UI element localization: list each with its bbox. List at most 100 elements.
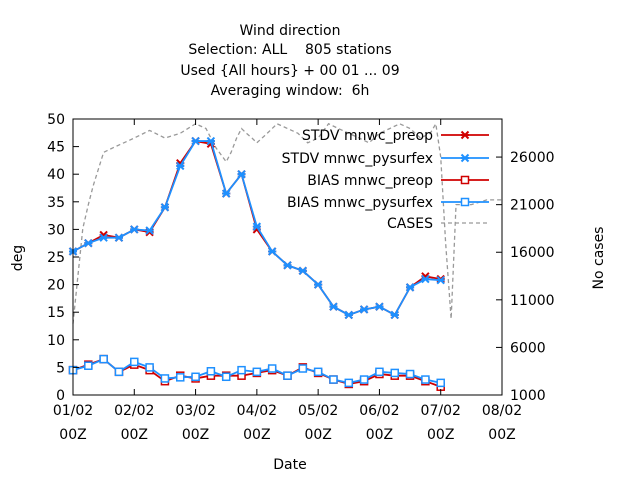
legend: STDV mnwc_preop STDV mnwc_pysurfex BIAS mn… (282, 128, 489, 232)
data-point (130, 357, 139, 367)
data-point (176, 161, 185, 171)
data-point (436, 378, 445, 388)
y-tick-label: 50 (47, 112, 65, 128)
y2-tick-label: 26000 (510, 150, 555, 166)
data-point (114, 233, 124, 242)
legend-label: STDV mnwc_preop (302, 128, 433, 144)
legend-sample (441, 130, 489, 140)
series-line (72, 121, 502, 324)
y2-tick-label: 6000 (510, 340, 546, 356)
data-point (237, 169, 246, 179)
data-point (114, 367, 124, 377)
title-line-1: Wind direction (240, 23, 341, 39)
data-point (298, 266, 308, 276)
data-point (283, 261, 292, 270)
data-point (145, 363, 154, 372)
x-axis-label: Date (273, 457, 306, 473)
legend-label: CASES (387, 216, 433, 232)
x-tick-label-date: 06/02 (359, 403, 399, 419)
x-tick-label-date: 03/02 (175, 403, 215, 419)
y-axis-label: deg (10, 245, 26, 271)
legend-marker (460, 197, 470, 207)
x-tick-label-date: 07/02 (421, 403, 461, 419)
data-point (160, 374, 170, 383)
legend-marker (460, 175, 470, 185)
data-point (405, 369, 415, 379)
y-tick-label: 35 (47, 195, 65, 211)
x-tick-label-date: 08/02 (482, 403, 522, 419)
y-tick-label: 25 (47, 250, 65, 266)
data-point (421, 274, 430, 284)
series-cases (72, 121, 502, 324)
x-tick-label-hour: 00Z (366, 427, 393, 443)
data-point (252, 222, 262, 231)
legend-sample (441, 197, 489, 207)
legend-sample (441, 153, 489, 163)
data-point (145, 226, 154, 235)
y-tick-label: 20 (47, 278, 65, 294)
legend-label: BIAS mnwc_pysurfex (287, 195, 433, 211)
data-point (313, 280, 323, 289)
data-point (130, 225, 139, 234)
series-bias-mnwc-pysurfex (68, 354, 445, 388)
data-point (359, 375, 369, 384)
data-point (344, 310, 353, 320)
x-tick-label-hour: 00Z (59, 427, 86, 443)
data-point (375, 302, 384, 311)
title-line-4: Averaging window: 6h (211, 83, 370, 99)
y2-tick-label: 21000 (510, 198, 555, 214)
title-line-2: Selection: ALL 805 stations (188, 42, 391, 58)
x-tick-label-hour: 00Z (488, 427, 515, 443)
data-point (283, 371, 292, 380)
data-point (436, 275, 445, 285)
data-point (298, 364, 308, 373)
data-point (405, 283, 415, 292)
y2-tick-label: 16000 (510, 245, 555, 261)
data-point (252, 367, 262, 377)
data-point (191, 372, 200, 382)
data-point (329, 302, 338, 311)
x-tick-label-hour: 00Z (427, 427, 454, 443)
x-tick-label-hour: 00Z (182, 427, 209, 443)
x-tick-label-date: 02/02 (114, 403, 154, 419)
y2-tick-label: 11000 (510, 293, 555, 309)
axis-layer: 0 5 10 15 20 25 30 35 40 45 50 1000 6000 11000 16000 21… (47, 112, 554, 443)
data-point (421, 375, 430, 384)
data-point (375, 367, 384, 377)
legend-label: BIAS mnwc_preop (307, 173, 433, 189)
data-point (329, 375, 338, 384)
data-point (191, 136, 200, 146)
data-point (344, 378, 354, 388)
data-point (84, 238, 93, 248)
y2-tick-label: 1000 (510, 388, 546, 404)
x-tick-label-hour: 00Z (304, 427, 331, 443)
y2-axis-label: No cases (591, 227, 607, 290)
data-point (99, 233, 108, 242)
data-point (206, 367, 216, 376)
data-point (390, 310, 399, 320)
data-point (99, 354, 108, 364)
data-point (237, 365, 246, 375)
data-point (267, 364, 277, 373)
data-point (84, 361, 93, 370)
data-point (160, 203, 170, 212)
legend-marker (460, 130, 470, 140)
data-point (359, 305, 369, 314)
y-tick-label: 5 (56, 360, 65, 376)
data-point (206, 136, 216, 146)
y-tick-label: 40 (47, 167, 65, 183)
title-line-3: Used {All hours} + 00 01 ... 09 (180, 63, 399, 79)
x-tick-label-hour: 00Z (243, 427, 270, 443)
series-stdv-mnwc-pysurfex (68, 136, 445, 320)
data-point (267, 247, 277, 256)
legend-label: STDV mnwc_pysurfex (282, 151, 433, 167)
y-tick-label: 45 (47, 140, 65, 156)
x-tick-label-date: 04/02 (237, 403, 277, 419)
legend-sample (441, 175, 489, 185)
y-tick-label: 10 (47, 333, 65, 349)
y-tick-label: 0 (56, 388, 65, 404)
chart-title: Wind direction Selection: ALL 805 statio… (180, 23, 399, 99)
x-tick-label-hour: 00Z (121, 427, 148, 443)
y-tick-label: 15 (47, 305, 65, 321)
